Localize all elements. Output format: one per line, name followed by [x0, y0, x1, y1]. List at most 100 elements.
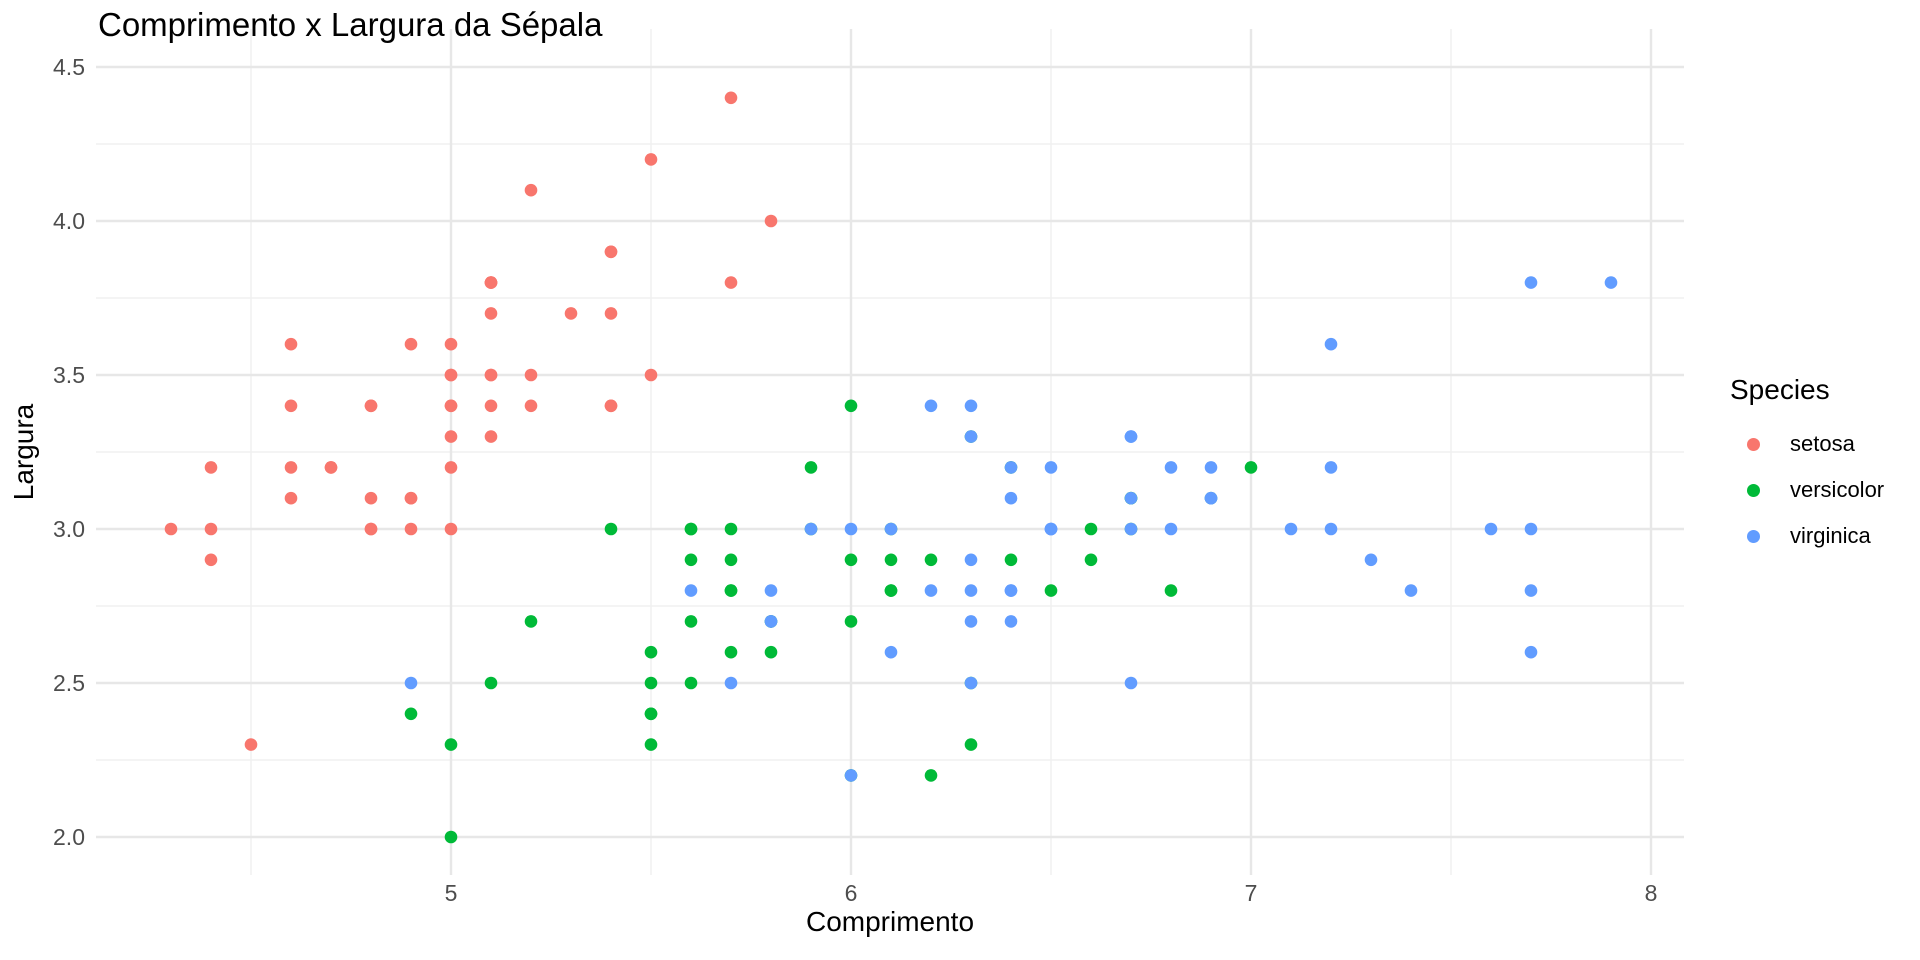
data-point-virginica	[1284, 522, 1298, 536]
x-tick-label: 7	[1245, 880, 1258, 906]
data-point-setosa	[284, 337, 298, 351]
data-point-virginica	[724, 676, 738, 690]
data-point-virginica	[1044, 522, 1058, 536]
data-point-virginica	[884, 522, 898, 536]
data-point-versicolor	[924, 769, 938, 782]
data-point-versicolor	[724, 553, 738, 567]
data-point-versicolor	[484, 676, 498, 690]
data-point-setosa	[404, 522, 418, 536]
data-point-versicolor	[804, 461, 818, 474]
data-point-setosa	[204, 553, 218, 567]
data-point-setosa	[164, 522, 178, 536]
data-point-virginica	[844, 522, 858, 536]
y-tick-label: 3.5	[53, 362, 85, 388]
data-point-versicolor	[684, 522, 698, 536]
data-point-setosa	[764, 214, 778, 228]
data-point-virginica	[924, 399, 938, 413]
data-point-versicolor	[404, 707, 418, 721]
data-point-virginica	[1364, 553, 1378, 567]
data-point-setosa	[404, 337, 418, 351]
data-point-setosa	[444, 522, 458, 536]
data-point-versicolor	[1084, 553, 1098, 567]
data-point-virginica	[404, 676, 418, 690]
data-point-virginica	[1524, 276, 1538, 289]
data-point-versicolor	[1164, 584, 1178, 597]
data-point-setosa	[444, 337, 458, 351]
data-point-setosa	[364, 399, 378, 413]
data-point-versicolor	[844, 399, 858, 413]
data-point-virginica	[1324, 522, 1338, 536]
data-point-setosa	[484, 430, 498, 443]
data-point-setosa	[364, 491, 378, 505]
data-point-virginica	[1524, 522, 1538, 536]
legend-swatch-icon	[1747, 529, 1760, 543]
data-point-virginica	[1124, 430, 1138, 443]
data-point-setosa	[484, 307, 498, 320]
y-tick-label: 4.0	[53, 208, 85, 234]
data-point-versicolor	[604, 522, 618, 536]
data-point-virginica	[884, 645, 898, 659]
data-point-virginica	[964, 399, 978, 413]
x-tick-label: 5	[445, 880, 458, 906]
x-tick-label: 8	[1645, 880, 1658, 906]
data-point-virginica	[1604, 276, 1618, 289]
data-point-versicolor	[924, 553, 938, 567]
data-point-virginica	[1204, 461, 1218, 474]
data-point-versicolor	[764, 645, 778, 659]
data-point-virginica	[964, 430, 978, 443]
legend-swatch-icon	[1747, 437, 1760, 451]
data-point-setosa	[524, 399, 538, 413]
data-point-virginica	[924, 584, 938, 597]
data-point-setosa	[444, 368, 458, 382]
data-point-virginica	[1124, 491, 1138, 505]
data-point-versicolor	[1044, 584, 1058, 597]
data-point-versicolor	[884, 584, 898, 597]
data-point-virginica	[1524, 584, 1538, 597]
data-point-virginica	[1044, 461, 1058, 474]
data-point-virginica	[844, 769, 858, 782]
data-point-virginica	[1004, 584, 1018, 597]
data-point-virginica	[964, 584, 978, 597]
data-point-versicolor	[724, 584, 738, 597]
data-point-virginica	[1204, 491, 1218, 505]
data-point-setosa	[284, 399, 298, 413]
legend-swatch-icon	[1747, 483, 1760, 497]
data-point-virginica	[1004, 491, 1018, 505]
data-point-versicolor	[1004, 553, 1018, 567]
data-point-versicolor	[1084, 522, 1098, 536]
data-point-setosa	[604, 245, 618, 259]
data-point-setosa	[364, 522, 378, 536]
legend-item-label: virginica	[1790, 523, 1871, 548]
data-point-setosa	[604, 307, 618, 320]
legend-item-versicolor: versicolor	[1730, 477, 1885, 502]
data-point-setosa	[404, 491, 418, 505]
data-point-versicolor	[444, 830, 458, 844]
data-point-virginica	[1484, 522, 1498, 536]
data-point-versicolor	[644, 738, 658, 751]
data-point-versicolor	[964, 738, 978, 751]
data-point-versicolor	[724, 645, 738, 659]
data-point-virginica	[1164, 461, 1178, 474]
data-point-versicolor	[844, 553, 858, 567]
data-point-setosa	[484, 399, 498, 413]
legend-item-setosa: setosa	[1730, 431, 1884, 456]
data-point-virginica	[1324, 337, 1338, 351]
data-point-setosa	[524, 368, 538, 382]
data-point-virginica	[764, 584, 778, 597]
data-point-versicolor	[644, 676, 658, 690]
data-point-versicolor	[684, 615, 698, 628]
data-point-setosa	[244, 738, 258, 751]
data-point-virginica	[764, 615, 778, 628]
data-point-setosa	[204, 461, 218, 474]
data-point-setosa	[444, 430, 458, 443]
y-tick-label: 4.5	[53, 54, 85, 80]
data-point-setosa	[644, 368, 658, 382]
y-tick-label: 2.0	[53, 824, 85, 850]
legend-item-label: versicolor	[1790, 477, 1885, 502]
data-point-versicolor	[444, 738, 458, 751]
data-point-versicolor	[684, 553, 698, 567]
data-point-virginica	[1004, 461, 1018, 474]
data-point-versicolor	[644, 645, 658, 659]
data-point-virginica	[964, 553, 978, 567]
data-point-virginica	[684, 584, 698, 597]
